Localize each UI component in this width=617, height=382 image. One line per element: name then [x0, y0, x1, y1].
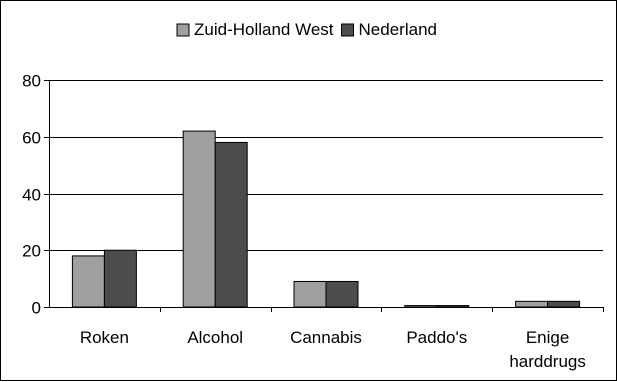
bar — [71, 255, 105, 308]
bar — [103, 249, 137, 308]
y-tick-label: 40 — [22, 186, 41, 205]
y-tick-label: 60 — [22, 129, 41, 148]
bar — [182, 130, 216, 308]
x-tick-label: harddrugs — [509, 352, 586, 371]
legend-label: Zuid-Holland West — [194, 20, 334, 39]
x-tick-label: Alcohol — [187, 328, 243, 347]
y-tick-label: 80 — [22, 72, 41, 91]
legend: Zuid-Holland West Nederland — [176, 20, 437, 39]
legend-swatch — [176, 23, 190, 37]
y-tick-label: 20 — [22, 242, 41, 261]
bar — [515, 300, 549, 308]
legend-swatch — [341, 23, 355, 37]
gridlines — [49, 80, 603, 251]
bar — [436, 305, 470, 308]
x-tick-label: Roken — [80, 328, 129, 347]
bar — [293, 280, 327, 308]
bars — [71, 130, 581, 308]
bar — [214, 141, 248, 308]
bar — [404, 305, 438, 308]
x-tick-label: Paddo's — [406, 328, 467, 347]
x-tick-label: Enige — [526, 328, 569, 347]
bar — [547, 300, 581, 308]
legend-label: Nederland — [359, 20, 437, 39]
labels: 0 20 40 60 80 Roken Alcohol Cannabis Paddo's Enig… — [22, 72, 586, 372]
y-tick-label: 0 — [32, 299, 41, 318]
axes — [44, 80, 604, 312]
bar — [325, 280, 359, 308]
x-tick-label: Cannabis — [290, 328, 362, 347]
